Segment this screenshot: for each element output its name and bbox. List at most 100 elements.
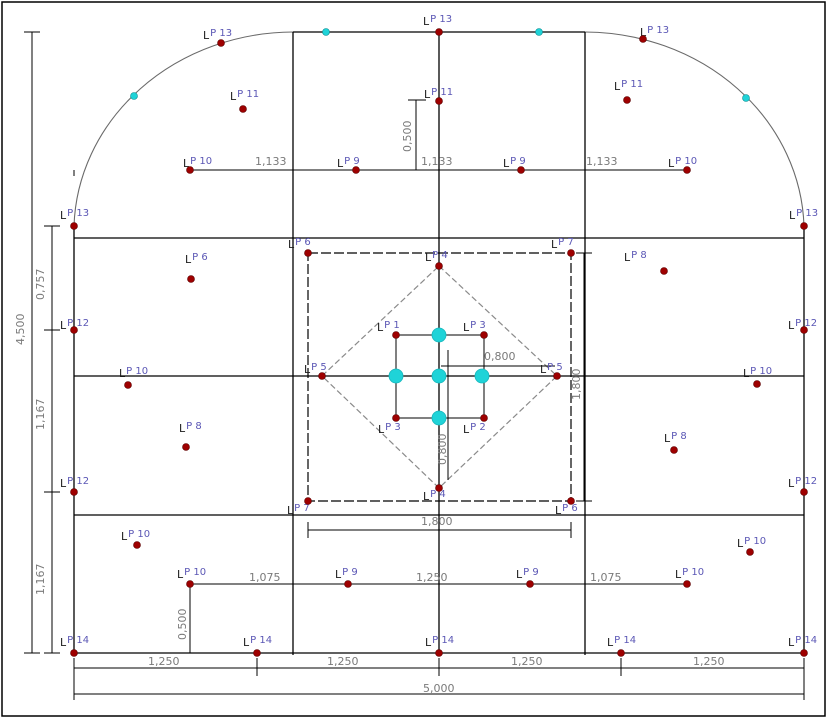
cyan-point <box>322 28 330 36</box>
cyan-point <box>742 94 750 102</box>
dim-1133-a: 1,133 <box>255 155 287 168</box>
lp-label: P 9 <box>510 156 526 167</box>
svg-text:LP 10: LP 10 <box>737 536 766 550</box>
lp-point <box>517 166 525 174</box>
svg-text:LP 9: LP 9 <box>335 567 358 581</box>
svg-text:LP 13: LP 13 <box>60 208 89 222</box>
lp-points <box>70 28 808 657</box>
lp-point <box>800 326 808 334</box>
dim-757: 0,757 <box>34 269 47 301</box>
svg-text:LP 13: LP 13 <box>203 28 232 42</box>
svg-text:LP 11: LP 11 <box>230 89 259 103</box>
svg-text:LP 14: LP 14 <box>60 635 89 649</box>
svg-text:LP 13: LP 13 <box>789 208 818 222</box>
lp-point <box>344 580 352 588</box>
svg-text:LP 14: LP 14 <box>425 635 454 649</box>
lp-label: P 8 <box>186 421 202 432</box>
svg-text:LP 3: LP 3 <box>463 320 486 334</box>
svg-text:LP 12: LP 12 <box>788 476 817 490</box>
lp-label: P 14 <box>795 635 817 646</box>
svg-text:LP 4: LP 4 <box>423 489 446 503</box>
svg-text:LP 10: LP 10 <box>668 156 697 170</box>
lp-label: P 9 <box>523 567 539 578</box>
lp-label: P 6 <box>562 503 578 514</box>
lp-label: P 10 <box>128 529 150 540</box>
lp-label: P 10 <box>126 366 148 377</box>
lp-label: P 13 <box>647 25 669 36</box>
svg-text:LP 1: LP 1 <box>377 320 400 334</box>
cyan-point <box>130 92 138 100</box>
svg-text:LP 11: LP 11 <box>614 79 643 93</box>
dimension-lines <box>24 31 805 700</box>
lp-point <box>70 488 78 496</box>
lp-point <box>435 28 443 36</box>
lp-point <box>304 249 312 257</box>
lp-point <box>526 580 534 588</box>
dim-top-500: 0,500 <box>401 121 414 153</box>
cyan-point <box>535 28 543 36</box>
svg-text:LP 8: LP 8 <box>624 250 647 264</box>
lp-point <box>660 267 668 275</box>
cyan-point-large <box>388 368 404 384</box>
lp-label: P 11 <box>237 89 259 100</box>
svg-text:LP 10: LP 10 <box>177 567 206 581</box>
lp-label: P 12 <box>67 318 89 329</box>
dim-base-1250-d: 1,250 <box>693 655 725 668</box>
cyan-point-large <box>431 410 447 426</box>
dim-1133-b: 1,133 <box>421 155 453 168</box>
svg-text:LP 5: LP 5 <box>540 362 563 376</box>
svg-text:LP 12: LP 12 <box>60 318 89 332</box>
svg-text:LP 2: LP 2 <box>463 422 486 436</box>
svg-text:LP 11: LP 11 <box>424 87 453 101</box>
dim-right-1800: 1,800 <box>570 369 583 401</box>
lp-point <box>70 649 78 657</box>
arch-right <box>584 31 805 227</box>
lp-point <box>480 414 488 422</box>
lp-point <box>753 380 761 388</box>
svg-text:LP 10: LP 10 <box>183 156 212 170</box>
dim-total-height: 4,500 <box>14 314 27 346</box>
lp-label: P 8 <box>631 250 647 261</box>
dimension-labels: 4,500 0,757 1,167 1,167 0,500 0,500 1,13… <box>14 121 725 696</box>
lp-point <box>318 372 326 380</box>
lp-label: P 14 <box>614 635 636 646</box>
svg-text:LP 7: LP 7 <box>551 237 574 251</box>
lp-point <box>186 580 194 588</box>
lp-point <box>553 372 561 380</box>
svg-text:LP 10: LP 10 <box>675 567 704 581</box>
lp-label: P 13 <box>430 14 452 25</box>
lp-point <box>352 166 360 174</box>
lp-label: P 7 <box>294 503 310 514</box>
svg-text:LP 7: LP 7 <box>287 503 310 517</box>
dim-1250-mid: 1,250 <box>416 571 448 584</box>
svg-text:LP 14: LP 14 <box>243 635 272 649</box>
lp-point <box>800 222 808 230</box>
lp-label: P 10 <box>682 567 704 578</box>
lp-point <box>70 326 78 334</box>
lp-label: P 12 <box>795 318 817 329</box>
svg-text:LP 9: LP 9 <box>503 156 526 170</box>
lp-label: P 12 <box>67 476 89 487</box>
svg-text:LP 14: LP 14 <box>788 635 817 649</box>
dim-center-vert: 0,800 <box>436 434 449 466</box>
lp-label: P 6 <box>192 252 208 263</box>
lp-label: P 2 <box>470 422 486 433</box>
lp-point <box>567 249 575 257</box>
lp-label: P 5 <box>311 362 327 373</box>
cyan-points <box>130 28 750 426</box>
lp-point <box>800 649 808 657</box>
dim-base-1250-a: 1,250 <box>148 655 180 668</box>
svg-text:LP 12: LP 12 <box>788 318 817 332</box>
lp-label: P 11 <box>431 87 453 98</box>
dim-1133-c: 1,133 <box>586 155 618 168</box>
cyan-point-large <box>431 327 447 343</box>
lp-point <box>392 331 400 339</box>
lp-point <box>683 166 691 174</box>
lp-point <box>392 414 400 422</box>
dim-center-800: 0,800 <box>484 350 516 363</box>
lp-label: P 14 <box>250 635 272 646</box>
lp-label: P 1 <box>384 320 400 331</box>
lp-labels: LP 13 LP 13 LP 13 LP 11 LP 11 LP 11 LP 1… <box>60 14 818 649</box>
svg-text:LP 10: LP 10 <box>743 366 772 380</box>
